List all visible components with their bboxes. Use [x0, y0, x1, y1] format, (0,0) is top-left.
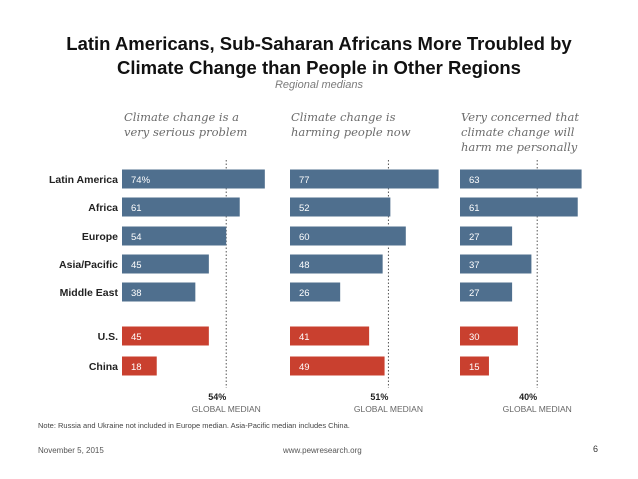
panel-title-serious-problem: Climate change is a very serious problem [124, 110, 248, 139]
global-median-value-1: 54% [208, 392, 226, 402]
bar-value-2-asia-pacific: 48 [299, 260, 310, 271]
bar-value-3-china: 15 [469, 362, 480, 373]
chart-subtitle: Regional medians [274, 79, 364, 91]
bar-value-2-middle-east: 26 [299, 288, 310, 299]
global-median-value-3: 40% [519, 392, 537, 402]
bar-value-2-africa: 52 [299, 203, 310, 214]
bar-value-1-asia-pacific: 45 [131, 260, 142, 271]
bar-1-middle-east [122, 282, 196, 302]
bar-2-africa [290, 197, 391, 217]
chart-title-line-2: Climate Change than People in Other Regi… [117, 57, 521, 78]
bar-value-3-latin-america: 63 [469, 175, 480, 186]
bar-value-2-u-s: 41 [299, 332, 310, 343]
category-label-middle-east: Middle East [60, 287, 119, 299]
bar-value-1-china: 18 [131, 362, 142, 373]
bar-1-asia-pacific [122, 254, 209, 274]
bar-3-u-s [460, 326, 518, 346]
bar-3-china [460, 356, 489, 376]
bar-value-3-u-s: 30 [469, 332, 480, 343]
bar-3-europe [460, 226, 513, 246]
bar-2-u-s [290, 326, 370, 346]
chart-note: Note: Russia and Ukraine not included in… [38, 421, 350, 430]
bar-3-latin-america [460, 169, 582, 189]
category-label-africa: Africa [88, 202, 118, 214]
bar-1-china [122, 356, 157, 376]
bar-1-latin-america [122, 169, 265, 189]
panel-title-harming-now: Climate change is harming people now [291, 110, 411, 139]
category-label-u-s: U.S. [98, 331, 119, 343]
bar-3-africa [460, 197, 578, 217]
bar-1-africa [122, 197, 240, 217]
category-label-europe: Europe [82, 231, 118, 243]
global-median-value-2: 51% [370, 392, 388, 402]
bar-value-1-latin-america: 74% [131, 175, 151, 186]
bar-value-1-africa: 61 [131, 203, 142, 214]
bar-3-middle-east [460, 282, 513, 302]
bar-2-asia-pacific [290, 254, 383, 274]
bar-value-3-europe: 27 [469, 232, 480, 243]
global-median-caption-3: GLOBAL MEDIAN [503, 404, 572, 414]
category-label-china: China [89, 361, 118, 373]
chart-title: Latin Americans, Sub-Saharan Africans Mo… [0, 32, 638, 80]
bar-value-2-europe: 60 [299, 232, 310, 243]
bar-2-china [290, 356, 385, 376]
bar-1-europe [122, 226, 227, 246]
bar-3-asia-pacific [460, 254, 532, 274]
category-label-asia-pacific: Asia/Pacific [59, 259, 118, 271]
bar-2-middle-east [290, 282, 341, 302]
footer-date: November 5, 2015 [38, 446, 104, 455]
bar-value-3-middle-east: 27 [469, 288, 480, 299]
bar-1-u-s [122, 326, 209, 346]
bar-value-2-latin-america: 77 [299, 175, 310, 186]
chart-title-line-1: Latin Americans, Sub-Saharan Africans Mo… [66, 33, 572, 54]
global-median-caption-2: GLOBAL MEDIAN [354, 404, 423, 414]
bar-2-latin-america [290, 169, 439, 189]
bar-value-2-china: 49 [299, 362, 310, 373]
global-median-caption-1: GLOBAL MEDIAN [192, 404, 261, 414]
bar-2-europe [290, 226, 406, 246]
bar-value-1-u-s: 45 [131, 332, 142, 343]
page-number: 6 [593, 444, 599, 454]
footer-url[interactable]: www.pewresearch.org [283, 446, 362, 455]
bar-value-3-africa: 61 [469, 203, 480, 214]
bar-value-1-middle-east: 38 [131, 288, 142, 299]
category-label-latin-america: Latin America [49, 174, 118, 186]
panel-title-harm-me-personally: Very concerned that climate change will … [461, 110, 579, 154]
bar-value-3-asia-pacific: 37 [469, 260, 480, 271]
bar-value-1-europe: 54 [131, 232, 142, 243]
